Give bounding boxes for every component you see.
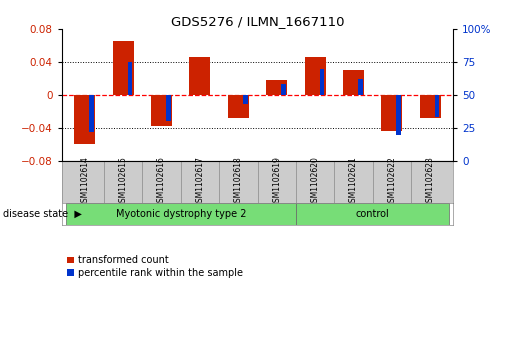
- Bar: [397, 95, 401, 135]
- Bar: [266, 80, 287, 95]
- Text: GSM1102618: GSM1102618: [234, 156, 243, 207]
- Text: GSM1102617: GSM1102617: [195, 156, 204, 207]
- Bar: [304, 57, 325, 95]
- Bar: [435, 95, 439, 117]
- Bar: [151, 95, 172, 126]
- Text: GSM1102616: GSM1102616: [157, 156, 166, 207]
- Bar: [166, 95, 171, 121]
- Bar: [381, 95, 402, 131]
- Text: GSM1102619: GSM1102619: [272, 156, 281, 207]
- Bar: [190, 57, 211, 95]
- Text: GSM1102621: GSM1102621: [349, 156, 358, 207]
- Bar: [65, 203, 296, 225]
- Bar: [296, 203, 450, 225]
- Title: GDS5276 / ILMN_1667110: GDS5276 / ILMN_1667110: [171, 15, 344, 28]
- Bar: [228, 95, 249, 118]
- Bar: [281, 85, 286, 95]
- Text: Myotonic dystrophy type 2: Myotonic dystrophy type 2: [115, 209, 246, 219]
- Legend: transformed count, percentile rank within the sample: transformed count, percentile rank withi…: [66, 255, 243, 278]
- Bar: [243, 95, 248, 104]
- Bar: [74, 95, 95, 144]
- Bar: [128, 62, 132, 95]
- Text: GSM1102622: GSM1102622: [387, 156, 397, 207]
- Bar: [320, 69, 324, 95]
- Bar: [358, 79, 363, 95]
- Bar: [113, 41, 134, 95]
- Text: GSM1102615: GSM1102615: [118, 156, 128, 207]
- Text: GSM1102614: GSM1102614: [80, 156, 89, 207]
- Text: control: control: [356, 209, 389, 219]
- Bar: [90, 95, 94, 132]
- Text: GSM1102623: GSM1102623: [426, 156, 435, 207]
- Bar: [343, 70, 364, 95]
- Text: GSM1102620: GSM1102620: [311, 156, 320, 207]
- Bar: [420, 95, 441, 118]
- Text: disease state  ▶: disease state ▶: [3, 209, 81, 219]
